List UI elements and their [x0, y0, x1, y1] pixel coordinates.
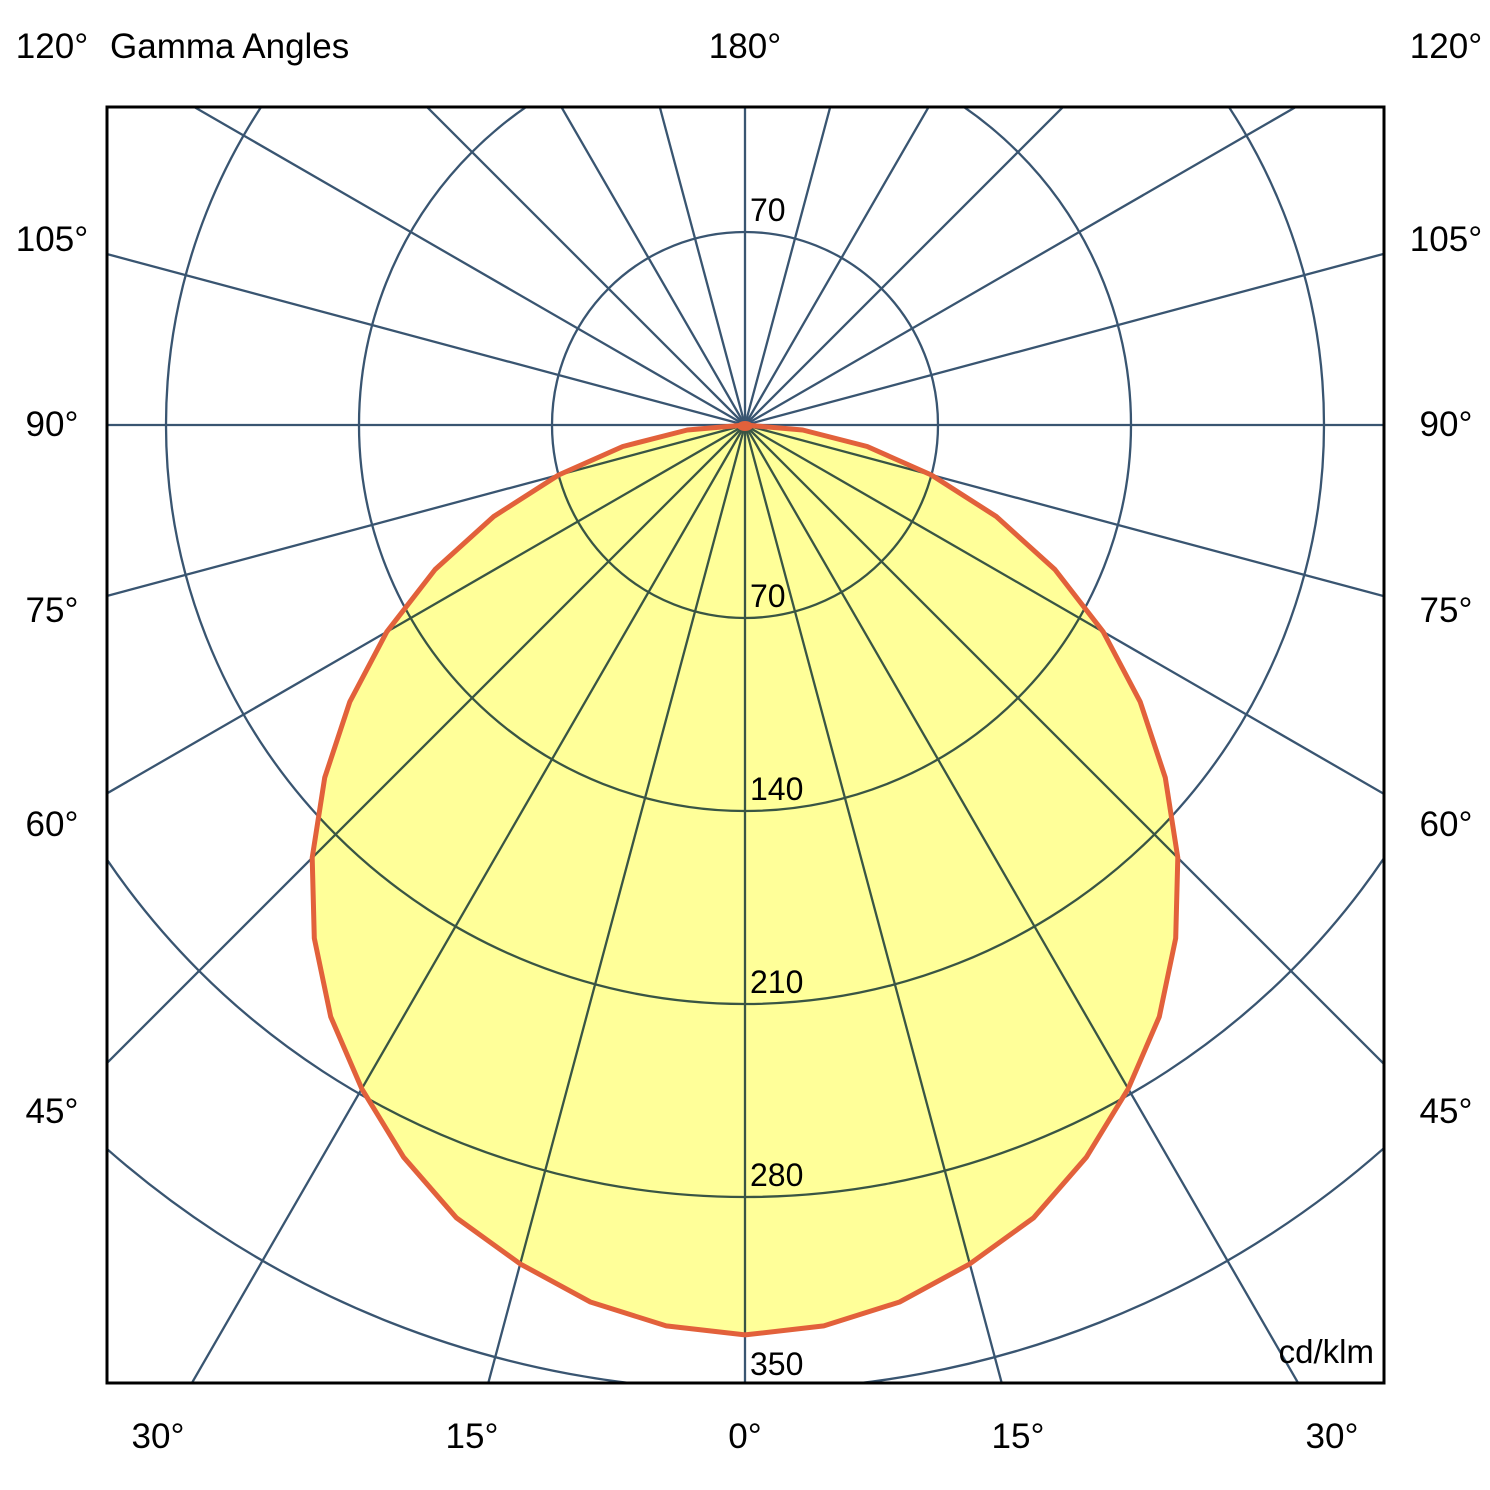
angle-label-right-45: 45° [1419, 1092, 1473, 1131]
units-label: cd/klm [1278, 1333, 1374, 1370]
angle-label-bottom-0: 0° [728, 1417, 762, 1456]
radial-tick-label-70-upper: 70 [750, 192, 786, 228]
page-title: Gamma Angles [110, 27, 350, 66]
angle-label-right-90: 90° [1419, 405, 1473, 444]
angle-label-right-60: 60° [1419, 805, 1473, 844]
angle-label-right-75: 75° [1419, 591, 1473, 630]
angle-label-bottom-left-30: 30° [131, 1417, 185, 1456]
angle-label-right-105: 105° [1409, 220, 1483, 259]
angle-label-left-75: 75° [25, 591, 79, 630]
angle-label-bottom-right-15: 15° [991, 1417, 1045, 1456]
angle-label-left-60: 60° [25, 805, 79, 844]
angle-label-top-right-120: 120° [1409, 27, 1483, 66]
angle-label-top-180: 180° [708, 27, 782, 66]
radial-tick-label-280: 280 [750, 1157, 804, 1193]
angle-label-bottom-right-30: 30° [1305, 1417, 1359, 1456]
radial-tick-label-350: 350 [750, 1346, 804, 1382]
radial-tick-label-140: 140 [750, 771, 804, 807]
angle-label-left-105: 105° [15, 220, 89, 259]
angle-label-left-90: 90° [25, 405, 79, 444]
angle-label-top-left-120: 120° [15, 27, 89, 66]
radial-tick-label-70: 70 [750, 578, 786, 614]
angle-label-bottom-left-15: 15° [445, 1417, 499, 1456]
radial-tick-label-210: 210 [750, 964, 804, 1000]
angle-label-left-45: 45° [25, 1092, 79, 1131]
